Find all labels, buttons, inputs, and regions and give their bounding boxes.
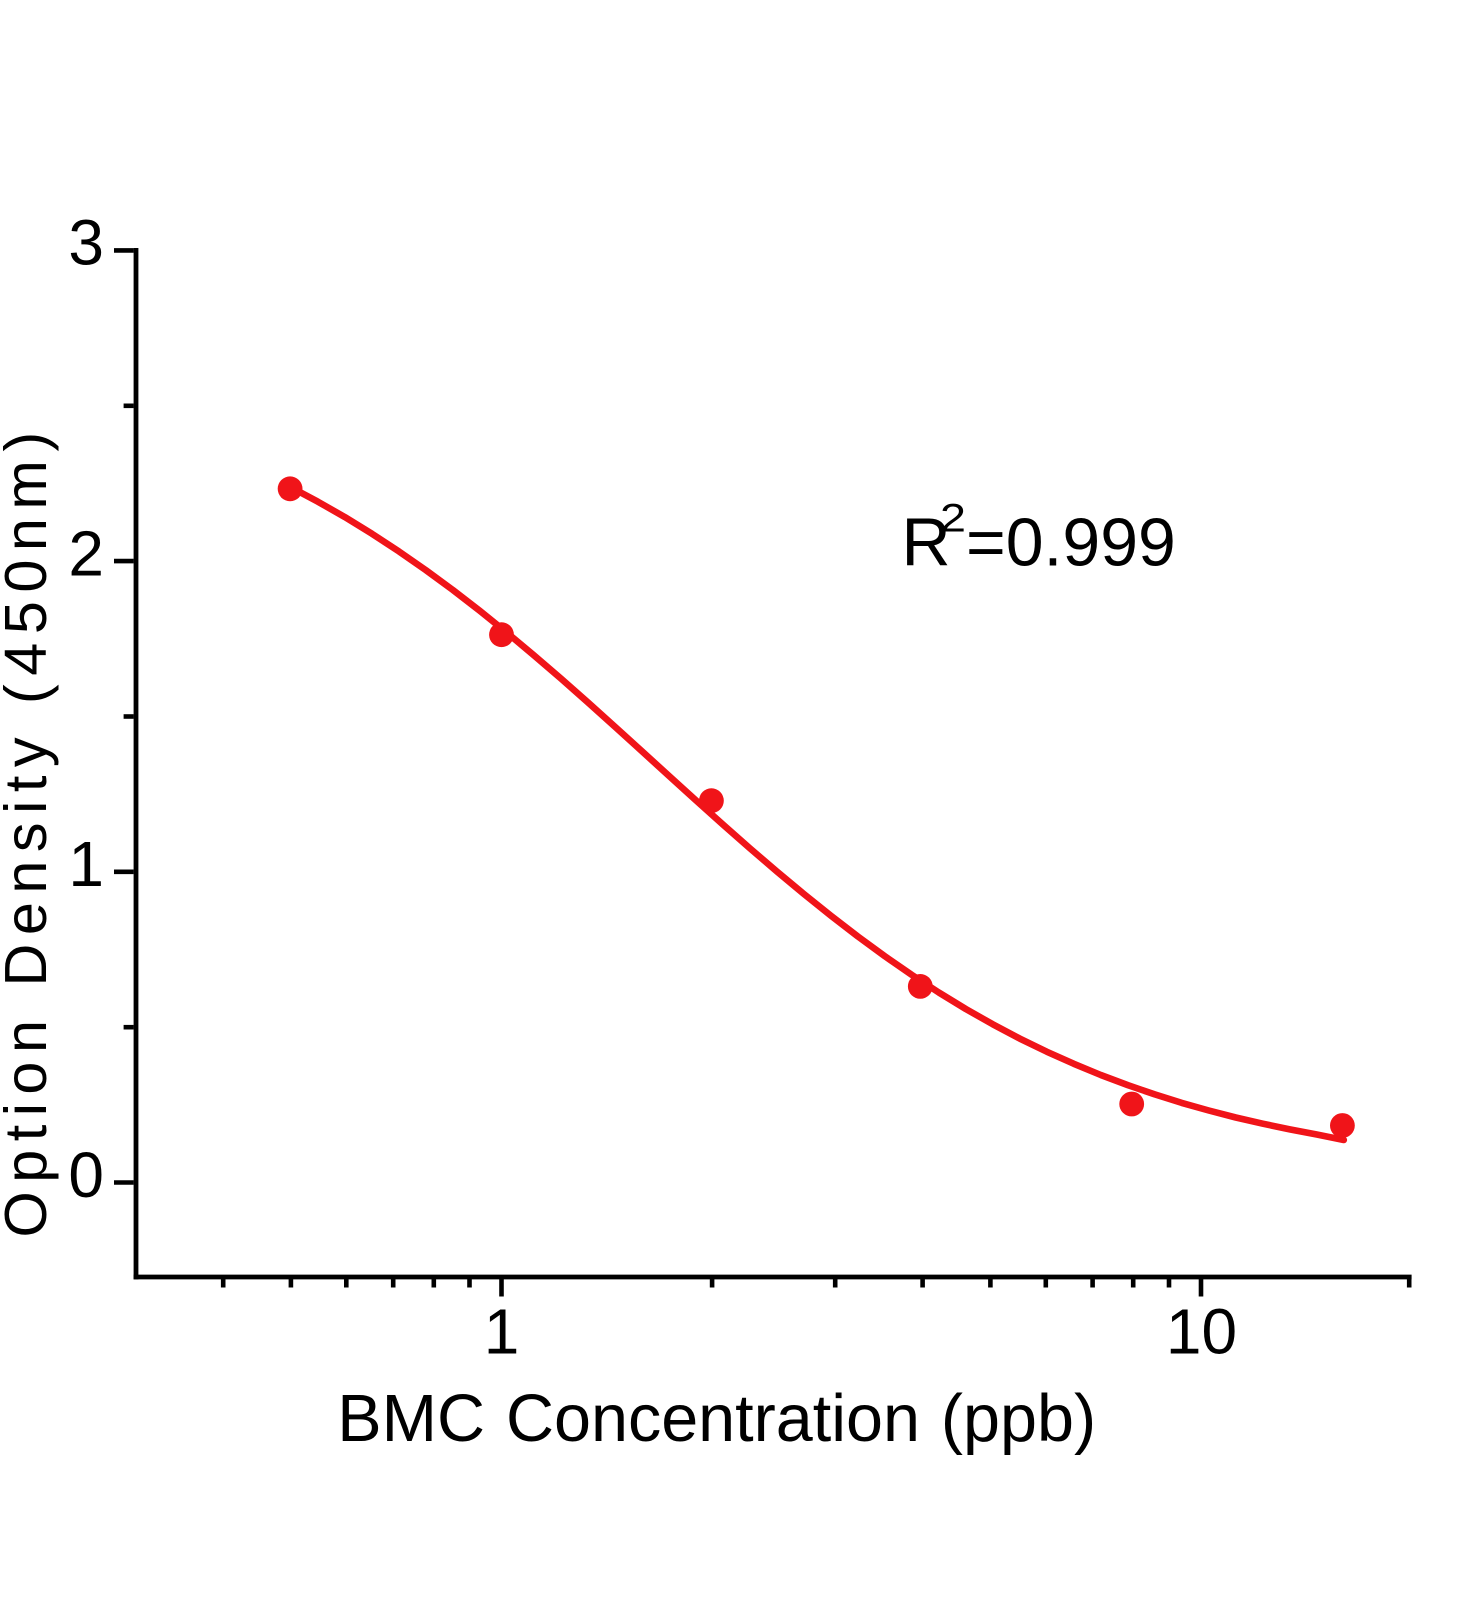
- svg-text:0: 0: [68, 1139, 104, 1211]
- svg-text:Option Density (450nm): Option Density (450nm): [0, 423, 59, 1237]
- svg-text:=0.999: =0.999: [966, 505, 1176, 581]
- svg-text:1: 1: [68, 828, 104, 900]
- svg-text:2: 2: [68, 517, 104, 589]
- svg-text:2: 2: [940, 497, 966, 541]
- svg-text:1: 1: [484, 1296, 520, 1368]
- svg-text:BMC Concentration (ppb): BMC Concentration (ppb): [337, 1382, 1096, 1456]
- svg-text:3: 3: [68, 207, 104, 279]
- svg-text:R: R: [902, 505, 951, 581]
- svg-text:10: 10: [1166, 1296, 1237, 1368]
